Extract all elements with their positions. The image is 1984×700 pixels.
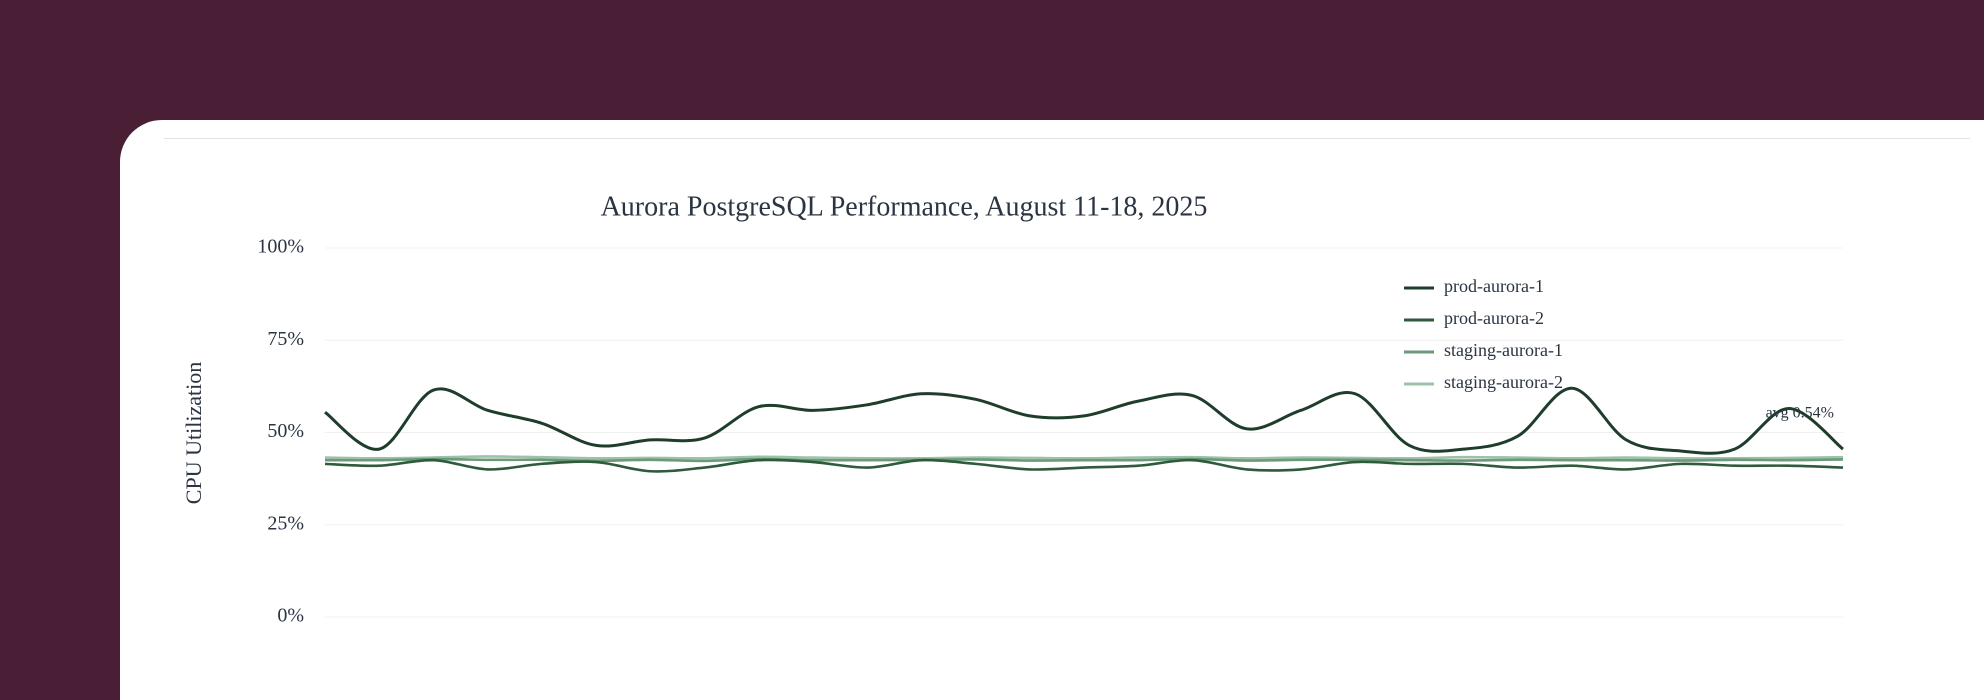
y-tick-label: 75% <box>267 328 304 350</box>
y-tick-label: 0% <box>277 605 304 627</box>
divider <box>164 138 1970 139</box>
series-line <box>324 458 1844 473</box>
y-tick-label: 100% <box>257 236 304 258</box>
legend-label: prod-aurora-2 <box>1444 308 1544 328</box>
legend-label: prod-aurora-1 <box>1444 276 1544 296</box>
y-tick-label: 25% <box>267 512 304 534</box>
y-axis-title: CPU Utilization <box>181 362 206 504</box>
series-line <box>324 386 1844 455</box>
annotation: avg 0.54% <box>1766 405 1834 422</box>
series-line <box>324 457 1844 463</box>
y-tick-label: 50% <box>267 420 304 442</box>
chart-title: Aurora PostgreSQL Performance, August 11… <box>601 191 1208 222</box>
legend-label: staging-aurora-2 <box>1444 372 1563 392</box>
series-line <box>324 455 1844 460</box>
legend-label: staging-aurora-1 <box>1444 340 1563 360</box>
card <box>120 120 1984 700</box>
